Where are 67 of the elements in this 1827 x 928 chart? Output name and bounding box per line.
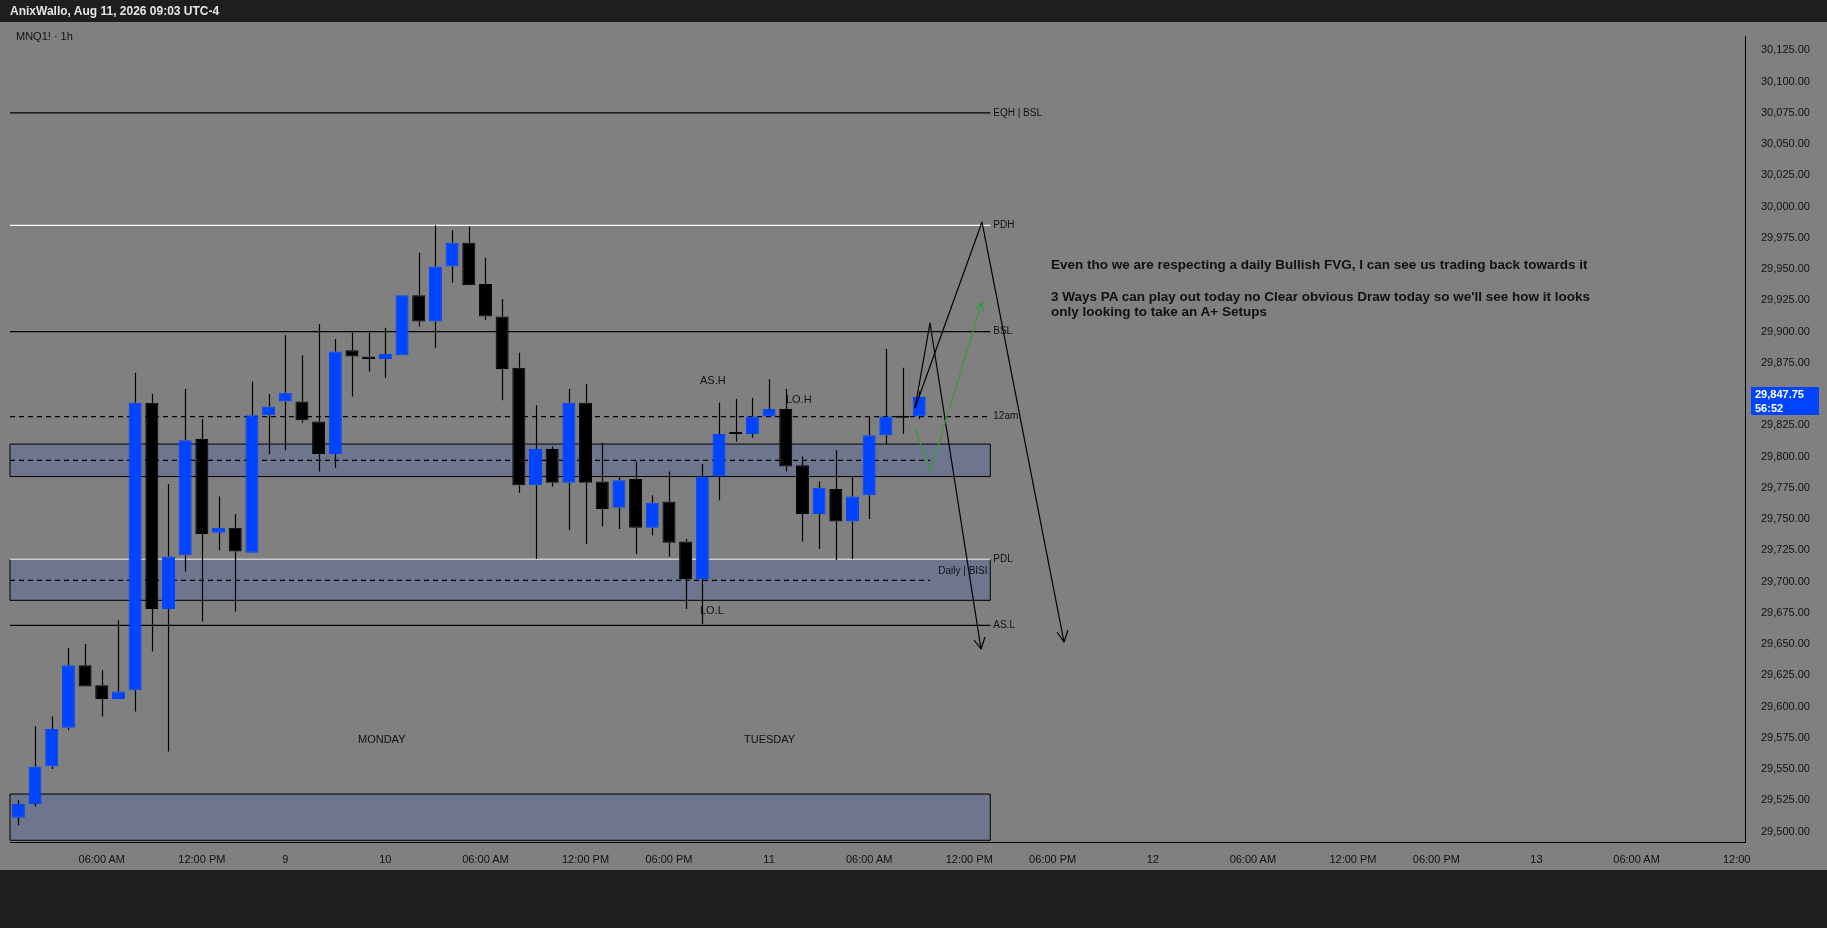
x-tick-label: 06:00 PM [645,853,693,866]
ref-line-label: 12am [993,410,1019,422]
x-tick-label: 06:00 PM [1412,853,1460,866]
annotation: MONDAY [358,733,406,745]
y-tick-label: 29,775.00 [1761,480,1810,493]
y-tick-label: 29,575.00 [1761,730,1810,743]
candlestick [412,252,426,328]
y-tick-label: 29,725.00 [1761,543,1810,556]
candlestick [61,647,75,731]
candlestick [212,495,226,551]
x-tick-label: 12:00 PM [1329,853,1377,866]
y-tick-label: 30,075.00 [1761,105,1810,118]
x-tick-label: 06:00 AM [78,853,125,866]
text: 56:52 [1751,401,1819,415]
y-tick-label: 29,700.00 [1761,574,1810,587]
annotation: Even tho we are respecting a daily Bullish FVG, I can see us trading back towards it [1051,257,1589,272]
y-tick-label: 29,625.00 [1761,668,1810,681]
x-tick-label: 12:00 PM [178,853,226,866]
annotation: TUESDAY [744,733,796,745]
chart-title: MNQ1! · 1h [16,30,73,42]
y-tick-label: 30,125.00 [1761,43,1810,56]
y-tick-label: 29,675.00 [1761,605,1810,618]
y-tick-label: 30,000.00 [1761,199,1810,212]
ref-line-label: PDL [993,552,1014,564]
y-tick-label: 29,800.00 [1761,449,1810,462]
candlestick [812,480,826,550]
y-tick-label: 29,750.00 [1761,512,1810,525]
y-tick-label: 29,925.00 [1761,293,1810,306]
x-tick-label: 06:00 AM [1613,853,1660,866]
candlestick [762,378,776,417]
chart-subtitle: AnixWallo, Aug 11, 2026 09:03 UTC-4 [10,4,220,18]
x-tick-label: 10 [379,853,392,866]
y-tick-label: 30,050.00 [1761,137,1810,150]
annotation: 3 Ways PA can play out today no Clear obvious Draw today so we'll see how it looks only looking to take an A+ Setups [1051,289,1592,319]
x-tick-label: 06:00 PM [1029,853,1077,866]
candlestick [445,229,459,284]
text: 29,847.75 [1751,387,1819,401]
y-tick-label: 29,950.00 [1761,262,1810,275]
y-tick-label: 29,975.00 [1761,230,1810,243]
x-tick-label: 11 [763,853,775,866]
ref-line-label: PDH [993,219,1015,231]
y-tick-label: 29,500.00 [1761,824,1810,837]
x-tick-label: 06:00 AM [1229,853,1277,866]
x-tick-label: 12 [1146,853,1159,866]
ref-line-label: AS.L [993,619,1016,631]
x-tick-label: 12:00 PM [562,853,610,866]
candlestick [478,257,492,321]
x-tick-label: 06:00 AM [462,853,509,866]
y-tick-label: 29,900.00 [1761,324,1810,337]
x-tick-label: 12:00 PM [945,853,993,866]
y-tick-label: 29,875.00 [1761,355,1810,368]
x-tick-label: 9 [282,853,289,866]
y-tick-label: 29,600.00 [1761,699,1810,712]
y-tick-label: 29,525.00 [1761,793,1810,806]
ref-line-label: EQH | BSL [993,106,1043,118]
x-tick-label: 13 [1530,853,1543,866]
y-tick-label: 30,025.00 [1761,168,1810,181]
x-tick-label: 12:00 [1722,853,1751,866]
y-tick-label: 29,650.00 [1761,637,1810,650]
annotation: LO.H [786,393,812,405]
y-tick-label: 29,550.00 [1761,762,1810,775]
annotation: AS.H [700,374,726,386]
band-label: Daily | BISI [938,565,988,577]
y-tick-label: 30,100.00 [1761,74,1810,87]
x-tick-label: 06:00 AM [845,853,893,866]
y-tick-label: 29,825.00 [1761,418,1810,431]
candlestick [78,643,92,687]
